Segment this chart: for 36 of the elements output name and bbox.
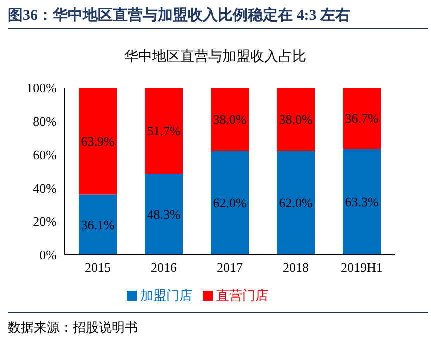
x-tick-label: 2018 [283,260,309,276]
y-tick-label: 100% [26,80,58,96]
data-label: 48.3% [147,207,181,222]
bar [211,151,249,255]
bar [79,194,117,255]
bar [145,174,183,255]
x-tick-label: 2015 [85,260,111,276]
y-tick-label: 20% [33,214,58,230]
data-label: 36.1% [81,217,115,232]
x-tick-label: 2019H1 [341,260,383,276]
data-label: 62.0% [213,196,247,211]
bar [79,88,117,195]
data-label: 63.3% [345,194,379,210]
source-note: 数据来源：招股说明书 [8,321,138,336]
legend-label: 直营门店 [216,289,268,304]
x-tick-label: 2017 [217,260,244,276]
bar [343,149,381,255]
data-label: 36.7% [345,111,379,126]
x-tick-label: 2016 [151,260,178,276]
data-label: 38.0% [213,112,247,128]
bar [211,88,249,152]
bar [145,88,183,174]
bar [277,88,315,152]
bar [277,151,315,255]
y-tick-label: 0% [40,248,58,263]
data-label: 51.7% [147,124,181,139]
data-label: 62.0% [279,196,313,211]
data-label: 63.9% [81,134,115,149]
chart-subtitle: 华中地区直营与加盟收入占比 [124,48,308,66]
data-label: 38.0% [279,112,313,128]
y-tick-label: 60% [33,147,58,162]
bar [343,88,381,150]
legend-label: 加盟门店 [140,289,192,304]
chart-title: 图36：华中地区直营与加盟收入比例稳定在 4:3 左右 [8,6,428,29]
y-tick-label: 40% [33,180,58,196]
y-tick-label: 80% [33,114,58,130]
